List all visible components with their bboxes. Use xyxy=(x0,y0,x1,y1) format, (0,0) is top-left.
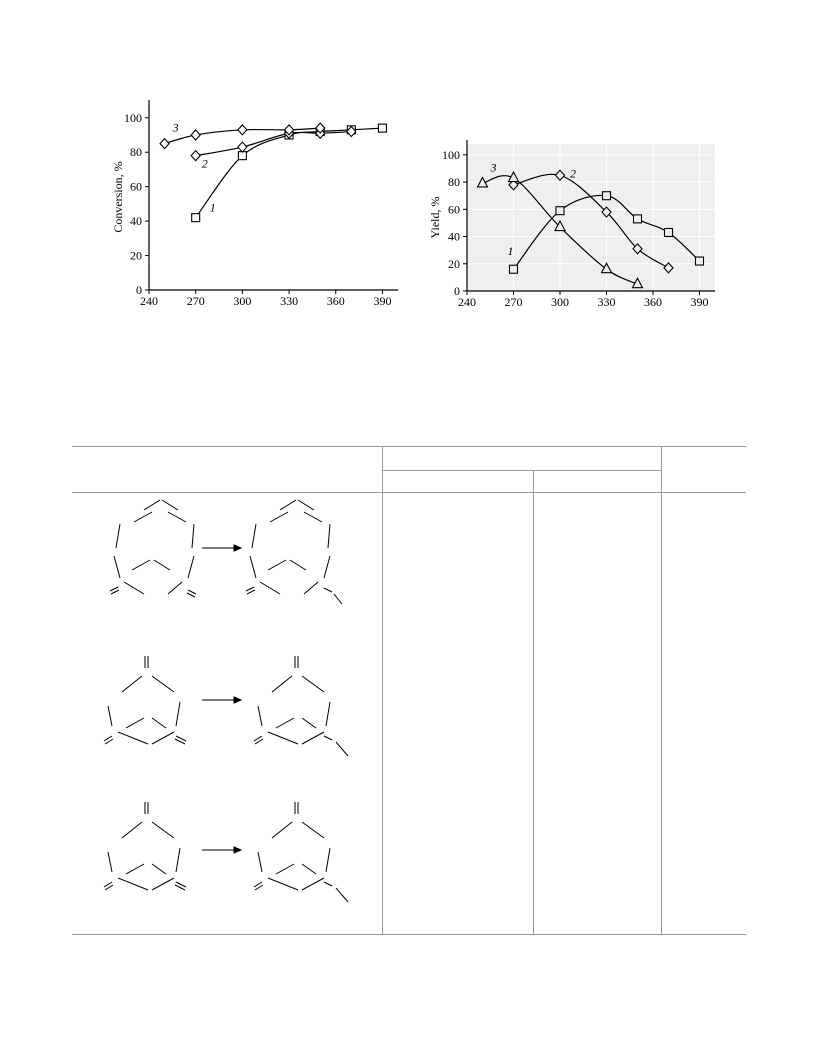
y-axis-label: Yield, % xyxy=(428,197,442,239)
x-tick-label: 330 xyxy=(280,294,298,308)
series-3-point xyxy=(600,262,613,274)
series-2-point xyxy=(601,206,612,218)
series-2-label: 2 xyxy=(570,166,576,180)
reaction-scheme-2 xyxy=(103,656,349,757)
series-2-label: 2 xyxy=(202,157,208,171)
series-3-point xyxy=(554,219,566,232)
y-tick-label: 20 xyxy=(448,257,460,271)
yield-chart: 0 20 40 60 80 100 240 270 300 330 360 390 Yield, % 1 2… xyxy=(425,140,715,320)
reaction-scheme-3 xyxy=(103,802,349,903)
series-2-point xyxy=(190,149,201,162)
series-1-label: 1 xyxy=(508,244,514,258)
reactant-structure-3 xyxy=(103,802,187,891)
x-tick-label: 360 xyxy=(327,294,345,308)
series-2-point xyxy=(554,169,566,182)
reaction-table-rules xyxy=(72,446,746,935)
y-tick-label: 0 xyxy=(454,284,460,298)
reaction-table xyxy=(72,446,746,936)
series-3-point xyxy=(237,124,248,136)
x-tick-label: 270 xyxy=(505,295,523,309)
yield-chart-svg: 0 20 40 60 80 100 240 270 300 330 360 390 Yield, % 1 2… xyxy=(428,140,715,309)
series-1-point xyxy=(555,206,565,216)
reactant-structure-2 xyxy=(103,656,187,745)
series-1-point xyxy=(377,123,387,133)
y-tick-label: 40 xyxy=(130,214,142,228)
series-3-label: 3 xyxy=(172,121,179,135)
x-tick-label: 300 xyxy=(551,295,569,309)
reaction-arrow-1 xyxy=(202,544,243,552)
series-2-line xyxy=(195,130,352,157)
series-2-point xyxy=(237,141,248,153)
series-3-point xyxy=(507,170,520,183)
series-1-label: 1 xyxy=(210,201,216,215)
series-1-line xyxy=(195,127,383,219)
x-tick-label: 330 xyxy=(598,295,616,309)
y-tick-label: 0 xyxy=(136,283,142,297)
product-structure-1 xyxy=(245,499,343,605)
series-1-point xyxy=(508,264,519,274)
reaction-arrow-3 xyxy=(202,846,243,854)
series-3-point xyxy=(190,129,201,141)
series-1-point xyxy=(601,191,612,201)
y-tick-label: 80 xyxy=(448,175,460,189)
y-tick-label: 100 xyxy=(124,111,142,125)
y-tick-label: 80 xyxy=(130,145,142,159)
series-2-point xyxy=(663,262,674,274)
series-3-point xyxy=(476,176,489,188)
series-3-point xyxy=(159,137,170,150)
series-2-point xyxy=(346,125,357,138)
x-tick-label: 300 xyxy=(233,294,251,308)
x-tick-label: 390 xyxy=(373,294,391,308)
x-tick-label: 360 xyxy=(644,295,662,309)
product-structure-2 xyxy=(253,656,349,757)
conversion-chart: 0 20 40 60 80 100 240 270 300 330 360 390 Conversion… xyxy=(108,96,398,320)
conversion-chart-svg: 0 20 40 60 80 100 240 270 300 330 360 390 Conversion… xyxy=(111,100,398,308)
x-tick-label: 240 xyxy=(458,295,476,309)
y-tick-label: 20 xyxy=(130,249,142,263)
series-1-point xyxy=(694,256,705,266)
y-tick-label: 60 xyxy=(130,180,142,194)
series-2-point xyxy=(632,242,643,255)
y-tick-label: 40 xyxy=(448,230,460,244)
reaction-arrow-2 xyxy=(202,696,243,704)
series-1-point xyxy=(191,213,201,223)
product-structure-3 xyxy=(253,802,349,903)
y-tick-label: 100 xyxy=(442,148,460,162)
x-tick-label: 270 xyxy=(187,294,205,308)
y-tick-label: 60 xyxy=(448,202,460,216)
series-2-point xyxy=(508,179,519,191)
y-axis-label: Conversion, % xyxy=(111,161,125,232)
plot-background xyxy=(467,144,715,291)
series-3-point xyxy=(631,277,644,289)
reactant-structure-1 xyxy=(109,499,197,598)
series-1-point xyxy=(632,214,643,224)
series-3-label: 3 xyxy=(490,160,497,174)
series-1-point xyxy=(663,227,674,238)
x-tick-label: 240 xyxy=(140,294,158,308)
reaction-scheme-1 xyxy=(109,499,343,605)
series-3-point xyxy=(283,124,295,136)
series-3-point xyxy=(314,122,326,134)
x-tick-label: 390 xyxy=(691,295,709,309)
